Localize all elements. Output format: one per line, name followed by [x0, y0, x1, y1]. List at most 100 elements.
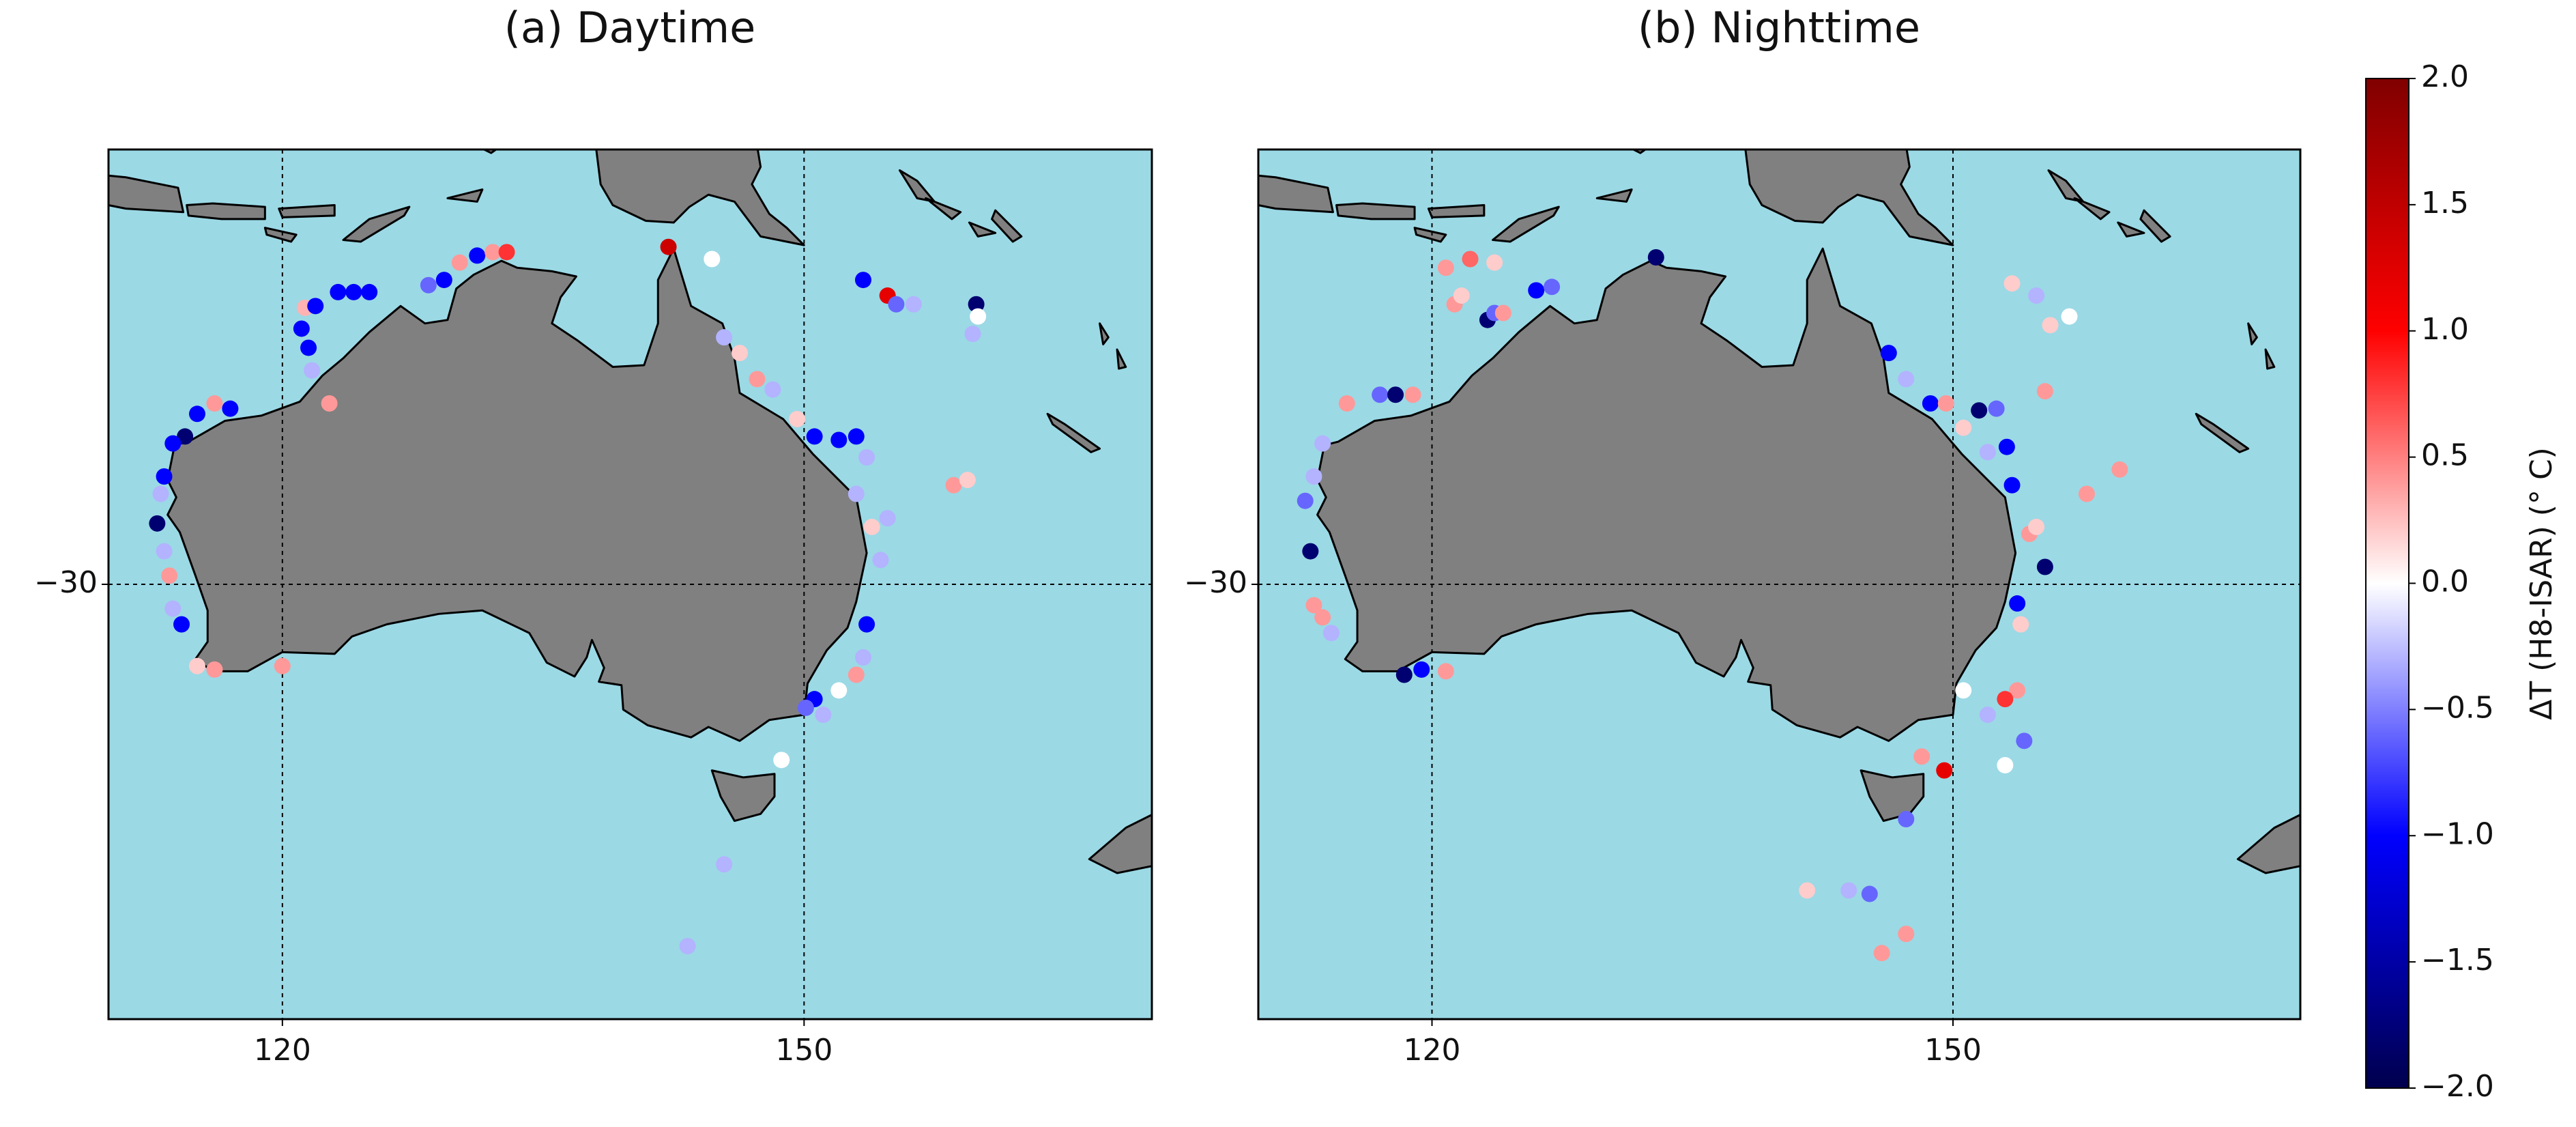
data-point [1544, 279, 1561, 296]
data-point [1302, 543, 1319, 560]
data-point [905, 296, 922, 313]
data-point [1305, 597, 1322, 614]
data-point [888, 296, 905, 313]
data-point [330, 283, 347, 300]
data-point [1873, 945, 1890, 962]
data-point [679, 937, 696, 954]
data-point [1305, 468, 1322, 485]
plot-frame [107, 148, 1153, 1021]
data-point [732, 345, 749, 362]
data-point [321, 395, 338, 412]
data-point [206, 661, 223, 678]
data-point [2028, 287, 2045, 304]
data-point [1936, 762, 1953, 779]
data-point [879, 510, 896, 527]
map [1258, 149, 2300, 1019]
data-point [1314, 435, 1331, 452]
data-point [1880, 345, 1897, 362]
colorbar-tick-label: 2.0 [2421, 59, 2469, 94]
x-tick-label: 120 [254, 1033, 311, 1068]
data-point [498, 244, 515, 261]
data-point [420, 276, 437, 294]
data-point [1988, 400, 2005, 417]
data-point [1297, 492, 1314, 509]
colorbar-tick-label: −2.0 [2421, 1069, 2494, 1104]
data-point [773, 752, 790, 769]
data-point [1647, 248, 1664, 266]
colorbar [2365, 78, 2409, 1089]
data-point [858, 448, 875, 466]
data-point [2016, 732, 2033, 750]
panel-title: (a) Daytime [504, 3, 756, 53]
data-point [188, 405, 205, 423]
x-tick-label: 120 [1404, 1033, 1461, 1068]
data-point [1494, 304, 1511, 322]
data-point [293, 320, 310, 337]
data-point [716, 329, 733, 346]
colorbar-tick-label: 0.0 [2421, 565, 2469, 599]
data-point [1322, 625, 1340, 642]
data-point [2078, 485, 2095, 502]
colorbar-tick-label: −1.5 [2421, 943, 2494, 978]
data-point [854, 649, 871, 666]
data-point [177, 428, 194, 445]
data-point [830, 682, 848, 699]
data-point [1486, 254, 1503, 271]
data-point [1979, 707, 1996, 724]
data-point [872, 552, 889, 569]
data-point [1955, 419, 1972, 436]
data-point [2061, 308, 2078, 325]
data-point [848, 428, 865, 445]
colorbar-label: ΔT (H8-ISAR) (° C) [2524, 447, 2559, 720]
data-point [152, 485, 169, 502]
data-point [2028, 518, 2045, 535]
data-point [858, 616, 875, 633]
y-tick-label: −30 [1184, 565, 1247, 600]
data-point [1979, 444, 1996, 461]
data-point [435, 272, 452, 289]
data-point [274, 657, 291, 674]
data-point [1998, 438, 2015, 455]
colorbar-tick-label: 0.5 [2421, 438, 2469, 473]
data-point [2003, 275, 2021, 292]
data-point [1922, 395, 1939, 412]
data-point [1840, 882, 1857, 899]
data-point [307, 298, 324, 315]
data-point [1453, 287, 1470, 304]
data-point [1413, 661, 1430, 678]
data-point [1861, 885, 1878, 902]
data-point [304, 362, 321, 379]
data-point [1437, 259, 1454, 276]
data-point [451, 254, 468, 271]
data-point [1997, 756, 2014, 773]
data-point [149, 515, 166, 532]
data-point [222, 400, 239, 417]
y-tick-label: −30 [34, 565, 98, 600]
data-point [345, 283, 362, 300]
data-point [964, 326, 981, 343]
data-point [156, 468, 173, 485]
data-point [164, 435, 182, 452]
data-point [1404, 386, 1421, 403]
colorbar-tick-label: −1.0 [2421, 816, 2494, 851]
data-point [1799, 882, 1816, 899]
data-point [1971, 402, 1988, 419]
data-point [1372, 386, 1389, 403]
data-point [797, 699, 814, 716]
data-point [1898, 810, 1915, 827]
data-point [660, 238, 677, 255]
data-point [806, 428, 823, 445]
data-point [2009, 682, 2026, 699]
data-point [1913, 748, 1930, 765]
data-point [2003, 476, 2021, 494]
map [108, 149, 1152, 1019]
data-point [161, 567, 178, 584]
data-point [2111, 461, 2128, 478]
data-point [1338, 395, 1355, 412]
data-point [704, 251, 721, 268]
data-point [968, 296, 985, 313]
data-point [2036, 383, 2053, 400]
data-point [848, 666, 865, 683]
